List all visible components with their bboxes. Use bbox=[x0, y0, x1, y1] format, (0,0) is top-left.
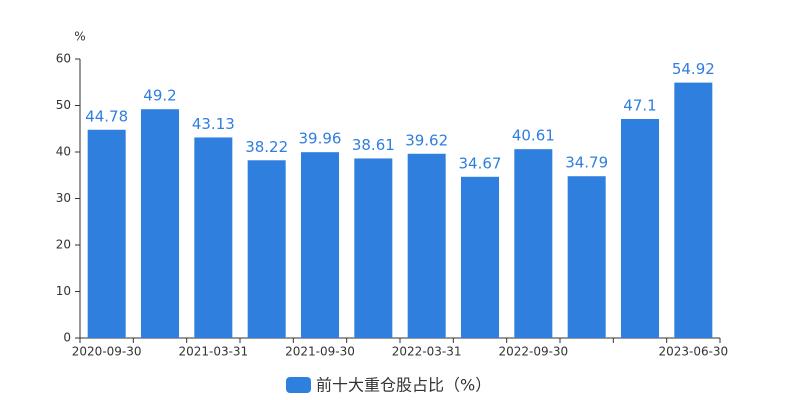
bar bbox=[354, 158, 393, 338]
y-tick-label: 50 bbox=[56, 98, 71, 112]
value-label: 49.2 bbox=[143, 87, 176, 105]
bar bbox=[407, 153, 446, 338]
value-label: 54.92 bbox=[672, 60, 715, 78]
value-label: 38.61 bbox=[352, 136, 395, 154]
legend-swatch bbox=[286, 377, 311, 393]
y-tick-label: 40 bbox=[56, 145, 71, 159]
value-label: 40.61 bbox=[512, 127, 555, 145]
value-label: 47.1 bbox=[623, 96, 656, 114]
bar bbox=[247, 160, 286, 338]
y-tick-label: 60 bbox=[56, 52, 71, 66]
bar bbox=[514, 149, 553, 338]
value-label: 34.67 bbox=[459, 154, 502, 172]
bar bbox=[87, 129, 126, 338]
y-tick-label: 0 bbox=[63, 331, 71, 345]
bar bbox=[301, 152, 339, 338]
bar bbox=[621, 118, 659, 338]
y-tick-label: 20 bbox=[56, 238, 71, 252]
x-tick-label: 2022-03-31 bbox=[392, 345, 462, 359]
value-label: 44.78 bbox=[85, 107, 128, 125]
x-tick-label: 2020-09-30 bbox=[72, 345, 142, 359]
bar bbox=[674, 82, 713, 338]
y-unit: % bbox=[74, 30, 85, 44]
y-tick-label: 30 bbox=[56, 191, 71, 205]
legend-label: 前十大重仓股占比（%） bbox=[316, 376, 491, 395]
x-tick-label: 2021-09-30 bbox=[285, 345, 355, 359]
y-tick-label: 10 bbox=[56, 284, 71, 298]
bar bbox=[141, 109, 179, 338]
bar bbox=[567, 176, 606, 338]
x-tick-label: 2022-09-30 bbox=[498, 345, 568, 359]
value-label: 38.22 bbox=[245, 138, 288, 156]
value-label: 39.62 bbox=[405, 131, 448, 149]
x-tick-label: 2021-03-31 bbox=[178, 345, 248, 359]
x-tick-label: 2023-06-30 bbox=[658, 345, 728, 359]
bar bbox=[461, 176, 499, 338]
value-label: 39.96 bbox=[299, 130, 342, 148]
value-label: 43.13 bbox=[192, 115, 235, 133]
bar bbox=[194, 137, 233, 338]
value-label: 34.79 bbox=[565, 154, 608, 172]
